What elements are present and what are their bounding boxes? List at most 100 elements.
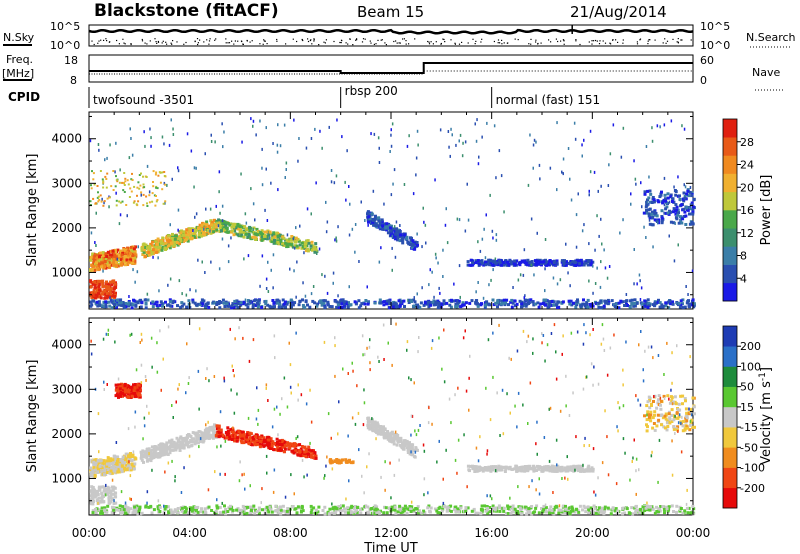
- beam-label: Beam 15: [357, 3, 424, 21]
- data-cell: [156, 447, 160, 451]
- data-cell: [335, 174, 338, 178]
- data-cell: [302, 305, 306, 309]
- data-cell: [674, 222, 676, 225]
- data-cell: [208, 226, 212, 230]
- data-cell: [252, 227, 254, 231]
- data-cell: [132, 509, 136, 513]
- data-cell: [187, 440, 191, 444]
- data-cell: [201, 302, 205, 305]
- data-cell: [175, 436, 179, 440]
- data-cell: [108, 266, 112, 270]
- data-cell: [253, 232, 257, 236]
- data-cell: [481, 508, 484, 512]
- data-cell: [370, 507, 374, 510]
- data-cell: [380, 218, 384, 222]
- data-cell: [95, 211, 97, 215]
- data-cell: [224, 300, 228, 304]
- data-cell: [150, 452, 154, 456]
- data-cell: [692, 302, 696, 306]
- data-cell: [200, 234, 204, 238]
- data-cell: [630, 506, 634, 510]
- nsearch-point: [461, 41, 463, 43]
- data-cell: [246, 305, 250, 309]
- data-cell: [111, 488, 115, 492]
- nsky-label: N.Sky: [3, 31, 35, 44]
- data-cell: [442, 504, 446, 508]
- data-cell: [105, 178, 108, 180]
- data-cell: [449, 504, 453, 508]
- data-cell: [545, 263, 548, 267]
- nsearch-point: [266, 43, 268, 45]
- data-cell: [660, 190, 663, 194]
- data-cell: [310, 292, 313, 296]
- data-cell: [109, 289, 112, 292]
- data-cell: [597, 306, 601, 309]
- data-cell: [89, 279, 93, 283]
- data-cell: [366, 302, 370, 306]
- data-cell: [205, 223, 209, 227]
- data-cell: [511, 506, 515, 510]
- data-cell: [155, 171, 158, 174]
- nsearch-point: [472, 38, 474, 40]
- data-cell: [541, 510, 545, 514]
- data-cell: [93, 254, 97, 258]
- data-cell: [260, 306, 264, 309]
- data-cell: [149, 249, 153, 253]
- data-cell: [316, 302, 320, 306]
- data-cell: [393, 237, 397, 241]
- data-cell: [589, 261, 593, 265]
- data-cell: [416, 243, 419, 247]
- data-cell: [129, 303, 133, 307]
- data-cell: [556, 300, 560, 304]
- data-cell: [545, 510, 548, 514]
- data-cell: [105, 464, 109, 468]
- data-cell: [474, 511, 478, 515]
- data-cell: [555, 303, 559, 307]
- data-cell: [356, 506, 360, 509]
- nsearch-point: [313, 38, 315, 40]
- data-cell: [124, 260, 128, 264]
- data-cell: [306, 207, 309, 211]
- data-cell: [242, 235, 246, 239]
- data-cell: [182, 230, 186, 234]
- data-cell: [114, 257, 118, 261]
- data-cell: [156, 505, 160, 509]
- data-cell: [221, 237, 224, 241]
- data-cell: [128, 458, 132, 462]
- data-cell: [259, 119, 261, 123]
- data-cell: [506, 512, 510, 515]
- data-cell: [211, 436, 215, 440]
- data-cell: [547, 508, 551, 512]
- data-cell: [330, 169, 333, 172]
- data-cell: [164, 505, 168, 508]
- data-cell: [127, 260, 131, 264]
- data-cell: [103, 200, 106, 203]
- data-cell: [121, 181, 124, 184]
- data-cell: [92, 178, 95, 181]
- data-cell: [94, 494, 98, 498]
- nsearch-point: [323, 41, 325, 43]
- data-cell: [586, 260, 590, 264]
- data-cell: [416, 305, 420, 309]
- noise-tick-left-bottom: 10^0: [50, 39, 80, 52]
- data-cell: [265, 505, 269, 509]
- data-cell: [567, 506, 571, 510]
- data-cell: [657, 298, 660, 302]
- data-cell: [387, 227, 391, 231]
- data-cell: [170, 236, 174, 240]
- data-cell: [109, 143, 111, 147]
- data-cell: [129, 127, 131, 131]
- nsearch-point: [654, 39, 656, 41]
- data-cell: [330, 511, 334, 515]
- data-cell: [155, 242, 159, 246]
- data-cell: [436, 511, 440, 515]
- data-cell: [683, 127, 686, 131]
- data-cell: [152, 170, 155, 173]
- data-cell: [115, 191, 117, 195]
- data-cell: [645, 145, 648, 148]
- data-cell: [653, 300, 657, 304]
- data-cell: [672, 207, 676, 211]
- data-cell: [196, 436, 200, 440]
- data-cell: [410, 505, 414, 509]
- data-cell: [155, 250, 159, 254]
